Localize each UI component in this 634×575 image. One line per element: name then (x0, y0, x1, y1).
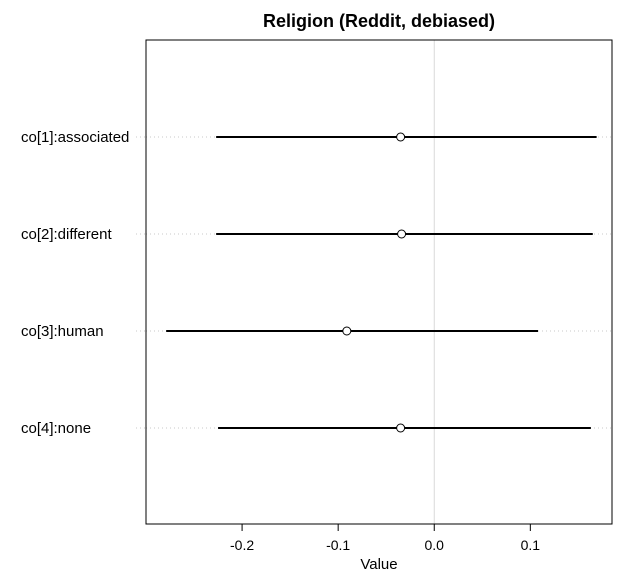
category-label: co[2]:different (21, 226, 112, 243)
x-axis-title: Value (360, 556, 397, 573)
estimate-points (342, 132, 407, 433)
category-label: co[3]:human (21, 323, 104, 340)
estimate-point (396, 423, 406, 433)
estimate-point (396, 132, 406, 142)
x-tick-label: 0.1 (521, 537, 541, 553)
x-tick-label: -0.1 (326, 537, 350, 553)
chart-title: Religion (Reddit, debiased) (263, 11, 495, 31)
estimate-point (397, 229, 407, 239)
estimate-point (342, 326, 352, 336)
category-labels: co[1]:associated co[2]:different co[3]:hum… (21, 129, 129, 437)
plot-frame (145, 39, 613, 525)
category-gridlines (136, 136, 612, 429)
category-label: co[4]:none (21, 420, 91, 437)
x-tick-label: 0.0 (425, 537, 445, 553)
intervals (166, 136, 597, 429)
x-tick-label: -0.2 (230, 537, 254, 553)
category-label: co[1]:associated (21, 129, 129, 146)
x-axis: -0.2 -0.1 0.0 0.1 (230, 524, 540, 553)
